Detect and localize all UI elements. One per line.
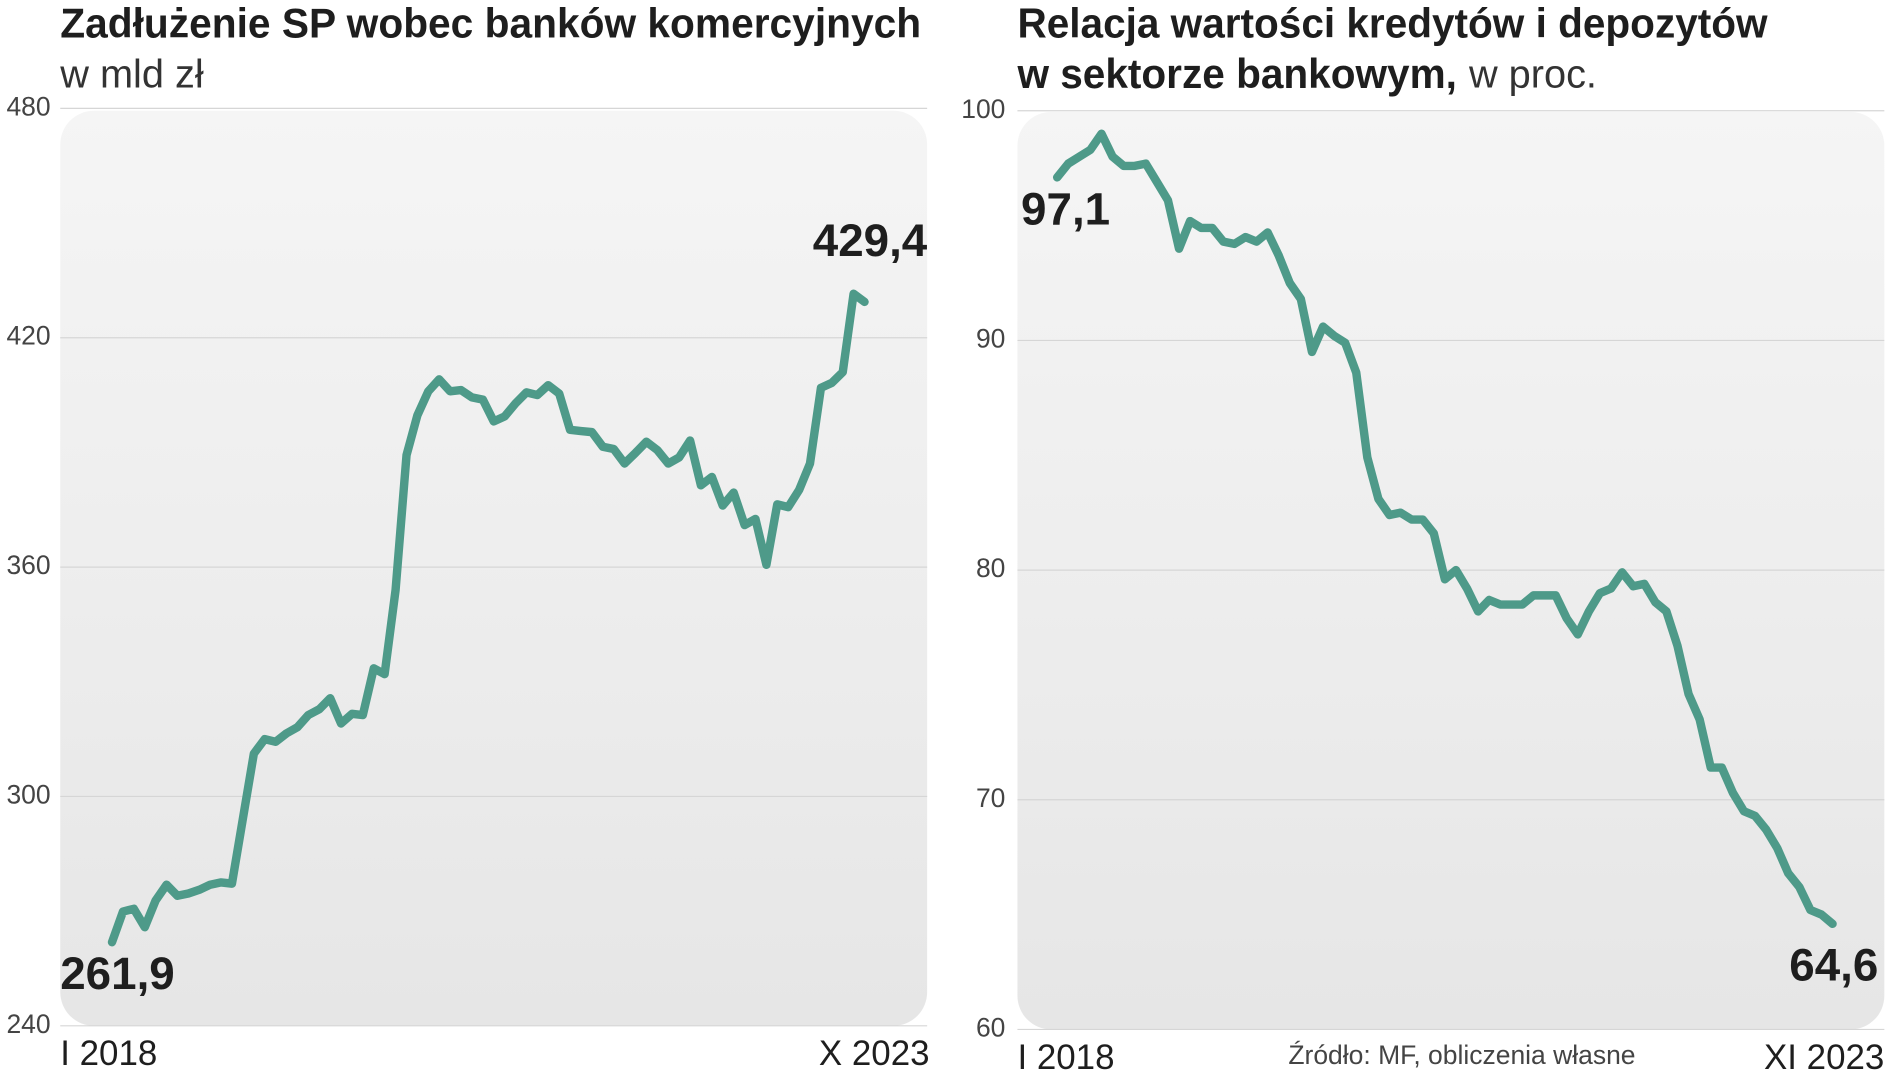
chart-title: w sektorze bankowym, xyxy=(1016,50,1456,97)
chart-title: Relacja wartości kredytów i depozytów xyxy=(1017,0,1767,47)
value-label: 64,6 xyxy=(1789,939,1878,990)
x-tick-label: I 2018 xyxy=(1017,1038,1114,1077)
chart-subtitle: w mld zł xyxy=(59,53,204,97)
value-label: 261,9 xyxy=(60,948,174,999)
data-line xyxy=(107,289,869,947)
y-tick-label: 360 xyxy=(6,550,50,580)
value-label: 97,1 xyxy=(1021,183,1110,234)
x-tick-label: I 2018 xyxy=(60,1034,157,1073)
y-tick-label: 70 xyxy=(976,783,1005,813)
value-label: 429,4 xyxy=(813,215,928,266)
y-tick-label: 100 xyxy=(961,94,1005,124)
y-tick-label: 60 xyxy=(976,1012,1005,1042)
y-tick-label: 480 xyxy=(6,91,50,121)
y-tick-label: 90 xyxy=(976,323,1005,353)
source: Źródło: MF, obliczenia własne xyxy=(1288,1040,1635,1070)
x-tick-label: XI 2023 xyxy=(1764,1038,1884,1077)
chart-subtitle: w proc. xyxy=(1468,53,1597,97)
y-tick-label: 420 xyxy=(6,321,50,351)
x-tick-label: X 2023 xyxy=(819,1034,930,1073)
data-line xyxy=(1052,129,1837,929)
y-tick-label: 80 xyxy=(976,553,1005,583)
y-tick-label: 300 xyxy=(6,779,50,809)
y-tick-label: 240 xyxy=(6,1009,50,1039)
chart-title: Zadłużenie SP wobec banków komercyjnych xyxy=(60,0,921,47)
plot-panel xyxy=(60,110,928,1026)
